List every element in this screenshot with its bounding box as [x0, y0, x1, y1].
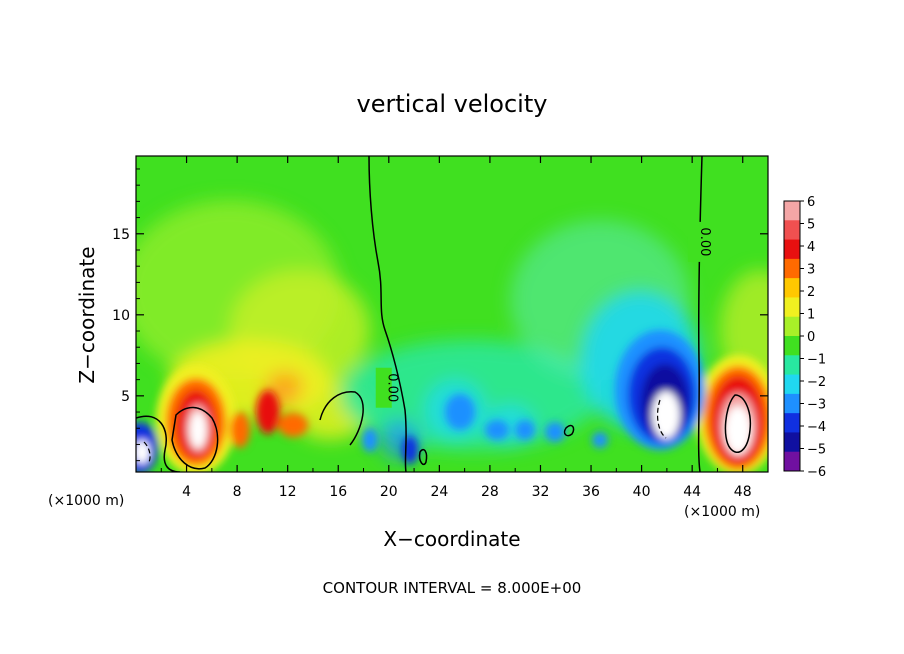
contour-label: 0.00 [697, 227, 712, 256]
negative-contour [656, 399, 667, 439]
colorbar-label: −4 [807, 420, 826, 435]
colorbar-segment [784, 393, 800, 414]
colorbar-segment [784, 278, 800, 298]
colorbar-label: 5 [807, 218, 815, 233]
colorbar-segment [784, 258, 800, 279]
contour-interval-note: CONTOUR INTERVAL = 8.000E+00 [323, 579, 582, 597]
x-tick-label: 4 [182, 484, 191, 500]
y-axis-ticks: 5 10 15 [112, 168, 768, 462]
y-tick-label: 10 [112, 308, 130, 324]
x-axis-ticks: 4 8 12 16 20 24 28 32 36 40 44 48 [160, 156, 752, 500]
x-tick-label: 36 [582, 484, 600, 500]
colorbar-segment [784, 374, 800, 395]
x-tick-label: 24 [430, 484, 448, 500]
chart-title: vertical velocity [357, 90, 548, 118]
x-tick-label: 40 [633, 484, 651, 500]
plot-frame [135, 155, 769, 473]
colorbar-segment [784, 336, 800, 356]
field-cores [136, 330, 768, 472]
colorbar-segment [784, 451, 800, 472]
x-tick-label: 20 [380, 484, 398, 500]
colorbar-segment [784, 316, 800, 337]
colorbar-label: 6 [807, 195, 815, 210]
colorbar-label: −3 [807, 398, 826, 413]
contour-labels: 0.00 0.00 [375, 221, 712, 408]
colorbar-segment [784, 413, 800, 433]
x-tick-label: 48 [734, 484, 752, 500]
y-axis-label: Z−coordinate [75, 246, 99, 383]
heatmap-field [136, 156, 768, 472]
x-tick-label: 16 [329, 484, 347, 500]
zero-contours [136, 156, 752, 472]
x-unit-right: (×1000 m) [684, 504, 760, 520]
colorbar-segment [784, 239, 800, 260]
contour-label: 0.00 [385, 373, 400, 402]
colorbar-label: −1 [807, 353, 826, 368]
colorbar-label: 1 [807, 308, 815, 323]
colorbar-label: 4 [807, 240, 815, 255]
colorbar-label: −5 [807, 443, 826, 458]
colorbar-label: 2 [807, 285, 815, 300]
x-tick-label: 44 [683, 484, 701, 500]
y-tick-label: 5 [121, 389, 130, 405]
x-tick-label: 8 [233, 484, 242, 500]
contour-label-bg [375, 367, 392, 408]
x-tick-label: 32 [532, 484, 550, 500]
negative-contour-left [143, 441, 151, 465]
x-tick-label: 28 [481, 484, 499, 500]
colorbar-segment [784, 432, 800, 453]
colorbar-label: −6 [807, 465, 826, 480]
colorbar: 6 5 4 3 2 1 0 −1 −2 −3 −4 −5 −6 [783, 195, 826, 480]
colorbar-segment [784, 201, 800, 221]
colorbar-label: −2 [807, 375, 826, 390]
colorbar-segment [784, 297, 800, 318]
x-tick-label: 12 [279, 484, 297, 500]
x-unit-left: (×1000 m) [48, 493, 124, 509]
colorbar-segment [784, 220, 800, 241]
contour-label-bg [687, 221, 704, 262]
colorbar-label: 3 [807, 263, 815, 278]
y-tick-label: 15 [112, 227, 130, 243]
colorbar-label: 0 [807, 330, 815, 345]
x-axis-label: X−coordinate [383, 527, 520, 551]
colorbar-segment [784, 355, 800, 376]
